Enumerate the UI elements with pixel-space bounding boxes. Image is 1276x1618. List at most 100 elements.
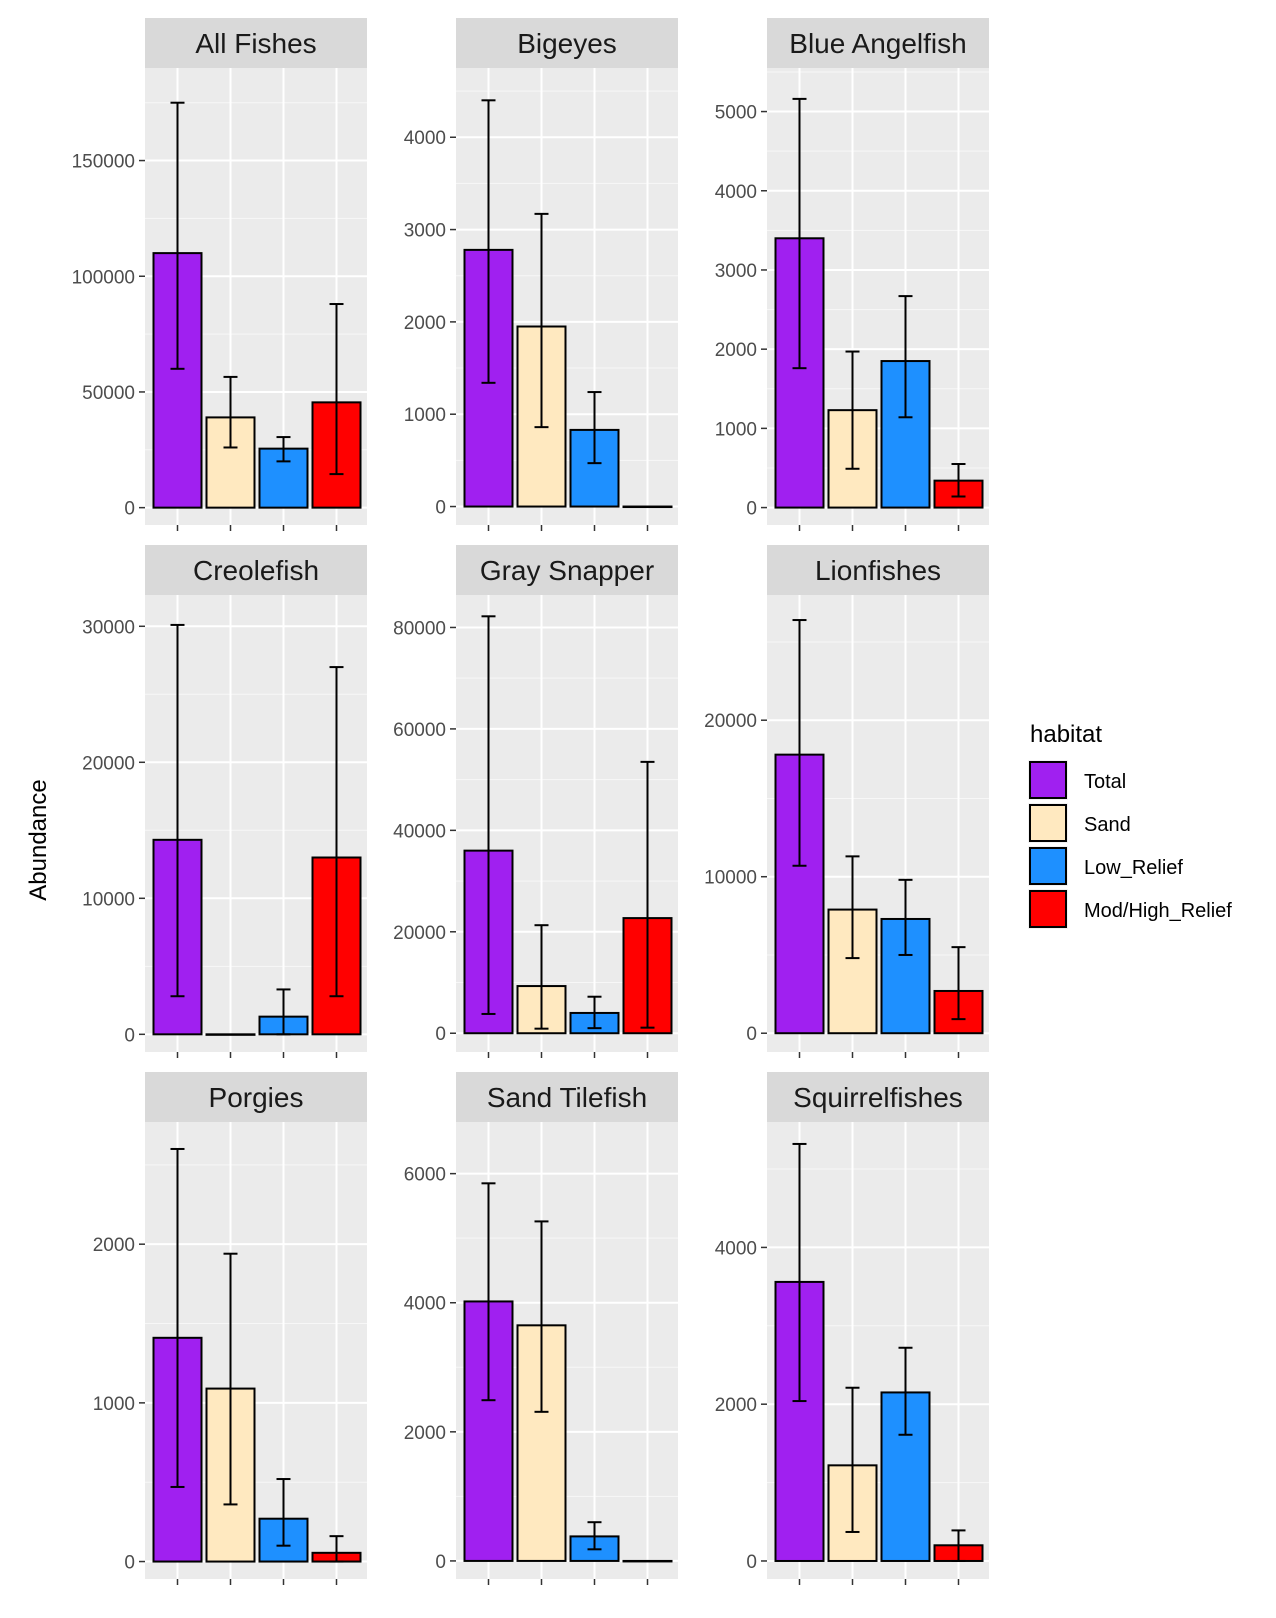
bar-sand <box>205 1033 256 1036</box>
y-tick-label: 1000 <box>404 405 446 426</box>
y-tick-label: 0 <box>124 1553 135 1574</box>
y-tick-label: 80000 <box>393 618 446 639</box>
error-bar-total <box>792 97 807 370</box>
error-bar-total <box>170 623 185 998</box>
facet-strip <box>145 545 367 595</box>
y-tick-label: 3000 <box>715 261 757 282</box>
error-bar-low-relief <box>587 391 602 465</box>
panel-creolefish: Creolefish 0 10000 20000 30000 <box>82 545 367 1058</box>
panel-squirrelfishes: Squirrelfishes 0 2000 4000 <box>715 1072 989 1585</box>
error-bar-total <box>792 619 807 867</box>
y-tick-label: 100000 <box>72 267 135 288</box>
facet-strip <box>767 545 989 595</box>
error-bar-sand <box>223 1252 238 1506</box>
y-tick-label: 3000 <box>404 221 446 242</box>
error-bar-mod-high-relief <box>329 303 344 476</box>
error-bar-low-relief <box>898 1346 913 1436</box>
legend-swatch <box>1029 847 1067 885</box>
y-tick-label: 60000 <box>393 720 446 741</box>
y-tick-label: 1000 <box>93 1394 135 1415</box>
facet-strip <box>145 1072 367 1122</box>
legend: habitat Total Sand Low_Relief Mod/High_Reli… <box>1028 721 1232 929</box>
y-tick-label: 0 <box>124 1025 135 1046</box>
legend-swatch <box>1029 761 1067 799</box>
bar-mod-high-relief <box>622 1559 673 1563</box>
bar-low-relief <box>258 447 309 509</box>
error-bar-sand <box>845 855 860 960</box>
error-bar-mod-high-relief <box>951 946 966 1021</box>
panel-blue-angelfish: Blue Angelfish 0 1000 2000 3000 4000 5000 <box>715 18 989 531</box>
error-bar-total <box>170 101 185 370</box>
y-tick-label: 0 <box>746 1552 757 1573</box>
error-bar-low-relief <box>898 878 913 956</box>
legend-item-mod-high-relief: Mod/High_Relief <box>1028 889 1232 929</box>
y-tick-label: 10000 <box>704 868 757 889</box>
legend-label: Low_Relief <box>1084 857 1183 879</box>
bar-mod-high-relief <box>622 505 673 509</box>
y-tick-label: 10000 <box>82 889 135 910</box>
y-tick-label: 4000 <box>715 182 757 203</box>
panel-gray-snapper: Gray Snapper 0 20000 40000 60000 80000 <box>393 545 678 1058</box>
facet-title: Lionfishes <box>815 555 941 586</box>
y-tick-label: 4000 <box>404 128 446 149</box>
panels-group: All Fishes050000100000150000Bigeyes01000… <box>72 18 989 1585</box>
y-tick-label: 4000 <box>715 1238 757 1259</box>
y-tick-label: 2000 <box>715 340 757 361</box>
error-bar-mod-high-relief <box>951 463 966 498</box>
y-tick-label: 0 <box>435 1024 446 1045</box>
panel-lionfishes: Lionfishes 0 10000 20000 <box>704 545 989 1058</box>
error-bar-sand <box>534 924 549 1030</box>
y-tick-label: 4000 <box>404 1294 446 1315</box>
panel-bigeyes: Bigeyes 0 1000 2000 3000 4000 <box>404 18 678 531</box>
legend-swatch <box>1029 804 1067 842</box>
y-tick-label: 0 <box>746 1024 757 1045</box>
legend-label: Sand <box>1084 814 1131 836</box>
error-bar-sand <box>223 375 238 449</box>
y-tick-label: 0 <box>435 1552 446 1573</box>
legend-item-total: Total <box>1028 760 1126 800</box>
facet-title: All Fishes <box>195 28 316 59</box>
y-tick-label: 1000 <box>715 419 757 440</box>
error-bar-low-relief <box>276 988 291 1036</box>
y-tick-label: 2000 <box>715 1395 757 1416</box>
facet-strip <box>456 1072 678 1122</box>
error-bar-mod-high-relief <box>329 666 344 998</box>
error-bar-sand <box>845 350 860 470</box>
error-bar-total <box>792 1142 807 1403</box>
y-tick-label: 0 <box>435 498 446 519</box>
error-bar-mod-high-relief <box>640 760 655 1029</box>
y-tick-label: 0 <box>746 499 757 520</box>
error-bar-low-relief <box>276 436 291 463</box>
facet-strip <box>767 1072 989 1122</box>
error-bar-sand <box>845 1386 860 1533</box>
error-bar-total <box>481 1182 496 1402</box>
error-bar-total <box>481 99 496 384</box>
y-tick-label: 50000 <box>82 383 135 404</box>
y-tick-label: 0 <box>124 499 135 520</box>
error-bar-sand <box>534 212 549 429</box>
facet-title: Bigeyes <box>517 28 617 59</box>
error-bar-low-relief <box>587 995 602 1030</box>
error-bar-total <box>170 1147 185 1488</box>
error-bar-mod-high-relief <box>951 1529 966 1562</box>
y-tick-label: 6000 <box>404 1165 446 1186</box>
y-axis-label: Abundance <box>25 779 52 900</box>
legend-swatch <box>1029 890 1067 928</box>
error-bar-low-relief <box>587 1521 602 1551</box>
error-bar-low-relief <box>898 295 913 419</box>
y-tick-label: 30000 <box>82 617 135 638</box>
panel-porgies: Porgies 0 1000 2000 <box>93 1072 367 1585</box>
facet-title: Creolefish <box>193 555 319 586</box>
panel-all-fishes: All Fishes 0 50000 100000 150000 <box>72 18 367 531</box>
y-tick-label: 20000 <box>82 753 135 774</box>
legend-label: Mod/High_Relief <box>1084 900 1232 922</box>
legend-item-low-relief: Low_Relief <box>1028 846 1183 886</box>
error-bar-low-relief <box>276 1478 291 1547</box>
facet-title: Sand Tilefish <box>487 1082 647 1113</box>
error-bar-mod-high-relief <box>329 1535 344 1563</box>
error-bar-sand <box>534 1220 549 1413</box>
facet-strip <box>456 545 678 595</box>
facet-strip <box>145 18 367 68</box>
y-tick-label: 2000 <box>93 1235 135 1256</box>
